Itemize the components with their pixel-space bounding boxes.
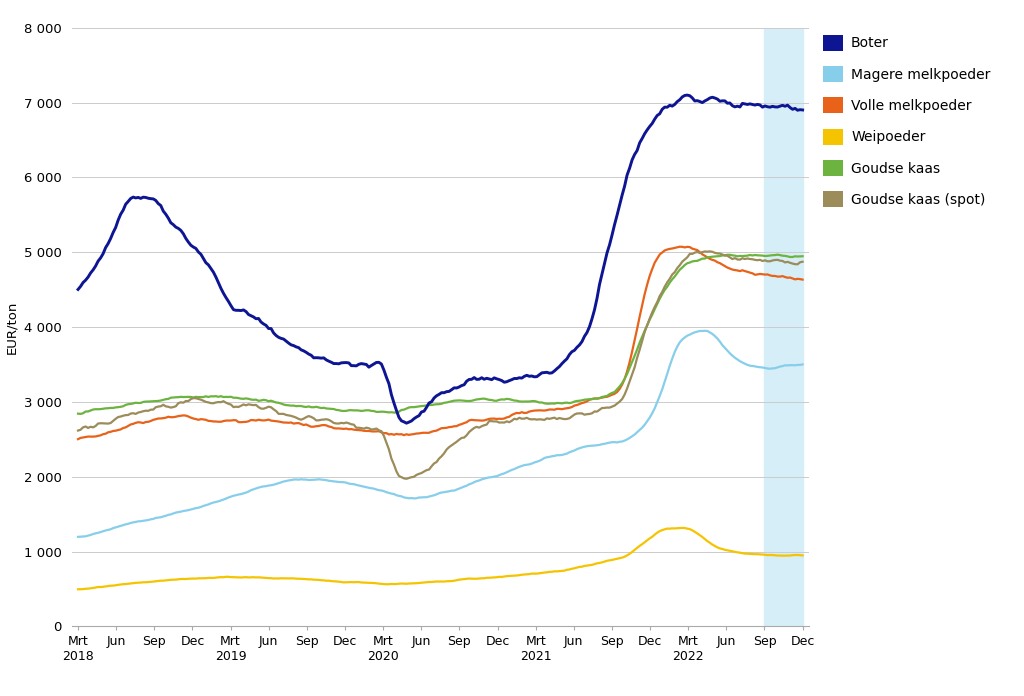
Y-axis label: EUR/ton: EUR/ton xyxy=(5,301,18,354)
Bar xyxy=(765,28,803,626)
Legend: Boter, Magere melkpoeder, Volle melkpoeder, Weipoeder, Goudse kaas, Goudse kaas : Boter, Magere melkpoeder, Volle melkpoed… xyxy=(823,35,990,207)
